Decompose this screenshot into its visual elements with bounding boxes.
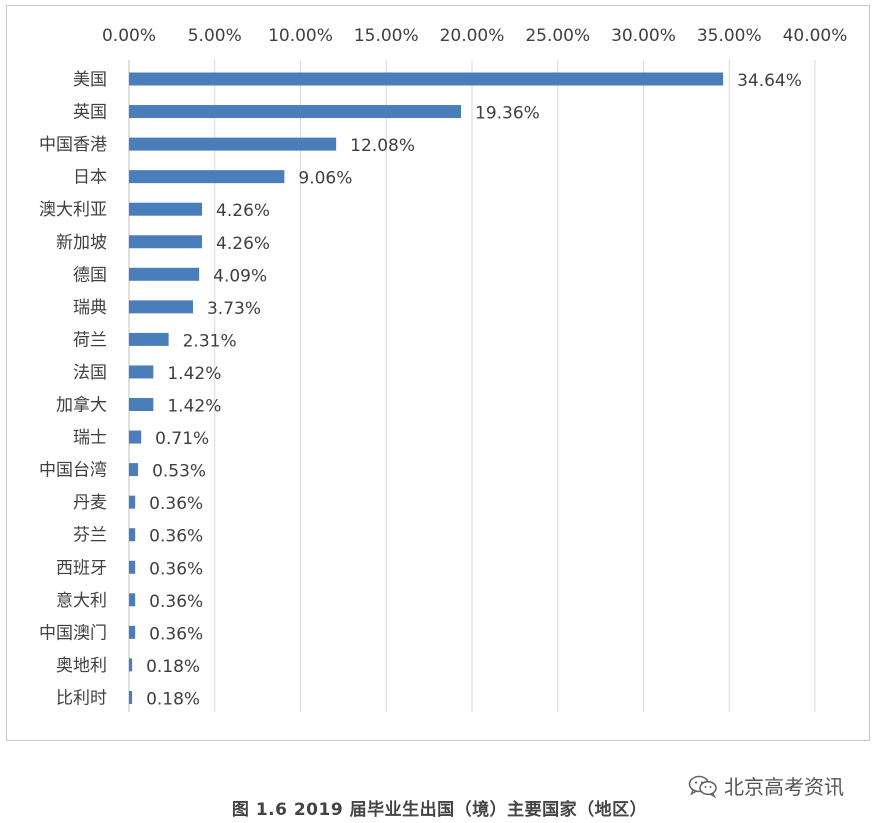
- bar: [129, 560, 136, 574]
- category-label: 芬兰: [73, 526, 107, 546]
- category-label: 澳大利亚: [39, 200, 107, 220]
- x-tick-label: 15.00%: [354, 26, 419, 46]
- category-label: 西班牙: [56, 558, 107, 578]
- bar: [129, 202, 203, 216]
- category-label: 德国: [73, 265, 107, 285]
- bars: [129, 72, 724, 704]
- bar: [129, 137, 337, 151]
- category-label: 法国: [73, 363, 107, 383]
- category-label: 瑞典: [73, 298, 107, 318]
- category-label: 加拿大: [56, 395, 107, 416]
- value-labels: 34.64% 19.36% 12.08% 9.06% 4.26% 4.26% 4.09% 3.…: [146, 71, 802, 709]
- watermark-text: 北京高考资讯: [724, 775, 844, 799]
- value-label: 0.18%: [146, 689, 200, 709]
- value-label: 4.26%: [216, 234, 270, 254]
- bar: [129, 625, 136, 639]
- x-tick-label: 35.00%: [697, 26, 762, 46]
- bar: [129, 235, 203, 249]
- bar: [129, 267, 200, 281]
- x-tick-label: 20.00%: [440, 26, 505, 46]
- value-label: 0.36%: [149, 527, 203, 547]
- category-label: 中国台湾: [39, 461, 107, 481]
- x-axis-ticks: 0.00% 5.00% 10.00% 15.00% 20.00% 25.00% 30.00%…: [102, 26, 847, 46]
- x-tick-label: 25.00%: [525, 26, 590, 46]
- bar: [129, 495, 136, 509]
- x-tick-label: 10.00%: [268, 26, 333, 46]
- category-labels: 美国英国中国香港日本澳大利亚新加坡德国瑞典荷兰法国加拿大瑞士中国台湾丹麦芬兰西班…: [39, 70, 107, 708]
- bar: [129, 105, 462, 119]
- bar: [129, 463, 139, 477]
- value-label: 4.26%: [216, 201, 270, 221]
- value-label: 34.64%: [737, 71, 802, 91]
- wechat-icon: [688, 775, 717, 798]
- value-label: 0.36%: [149, 494, 203, 514]
- bar: [129, 300, 193, 314]
- value-label: 9.06%: [298, 169, 352, 189]
- bar: [129, 430, 142, 444]
- bar: [129, 528, 136, 542]
- value-label: 4.09%: [213, 266, 267, 286]
- category-label: 意大利: [56, 591, 107, 611]
- bar-chart: 0.00% 5.00% 10.00% 15.00% 20.00% 25.00% 30.00%…: [39, 26, 847, 712]
- bar: [129, 365, 154, 379]
- value-label: 0.36%: [149, 592, 203, 612]
- grid-lines: [128, 60, 816, 712]
- bar: [129, 690, 133, 704]
- category-label: 奥地利: [56, 656, 107, 676]
- value-label: 0.71%: [155, 429, 209, 449]
- category-label: 瑞士: [73, 428, 107, 448]
- category-label: 中国香港: [39, 135, 107, 155]
- bar: [129, 658, 133, 672]
- value-label: 1.42%: [167, 397, 221, 417]
- x-tick-label: 0.00%: [102, 26, 156, 46]
- x-tick-label: 5.00%: [188, 26, 242, 46]
- bar: [129, 398, 154, 411]
- value-label: 19.36%: [475, 104, 540, 124]
- category-label: 荷兰: [73, 330, 107, 350]
- value-label: 0.36%: [149, 624, 203, 644]
- category-label: 英国: [73, 103, 107, 123]
- category-label: 中国澳门: [39, 623, 107, 643]
- figure-caption: 图 1.6 2019 届毕业生出国（境）主要国家（地区）: [231, 800, 648, 820]
- bar: [129, 170, 285, 184]
- value-label: 0.53%: [152, 462, 206, 482]
- value-label: 2.31%: [183, 331, 237, 351]
- category-label: 新加坡: [56, 233, 107, 253]
- bar: [129, 593, 136, 607]
- bar: [129, 332, 169, 346]
- value-label: 0.36%: [149, 559, 203, 579]
- x-tick-label: 30.00%: [611, 26, 676, 46]
- category-label: 比利时: [56, 688, 107, 708]
- category-label: 美国: [73, 70, 107, 90]
- x-tick-label: 40.00%: [783, 26, 848, 46]
- category-label: 丹麦: [73, 493, 107, 513]
- bar: [129, 72, 724, 86]
- value-label: 3.73%: [207, 299, 261, 319]
- value-label: 0.18%: [146, 657, 200, 677]
- value-label: 1.42%: [167, 364, 221, 384]
- watermark: 北京高考资讯: [688, 771, 844, 800]
- category-label: 日本: [73, 168, 107, 188]
- value-label: 12.08%: [350, 136, 415, 156]
